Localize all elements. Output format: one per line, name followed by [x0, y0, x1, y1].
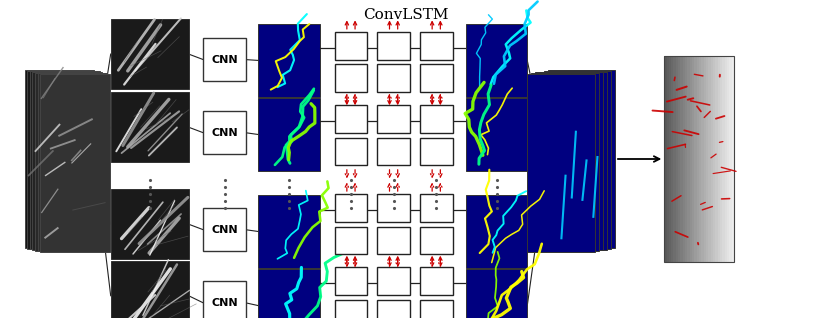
Bar	[689, 56, 692, 262]
Bar	[419, 267, 452, 295]
Bar	[334, 194, 367, 222]
Bar	[334, 300, 367, 318]
Bar	[705, 56, 708, 262]
Bar	[465, 24, 527, 97]
Bar	[377, 65, 410, 92]
Bar	[671, 56, 673, 262]
Bar	[663, 56, 667, 262]
Text: CNN: CNN	[211, 55, 238, 65]
Bar	[722, 56, 725, 262]
Bar	[111, 19, 188, 89]
Bar	[29, 71, 99, 249]
Bar	[719, 56, 722, 262]
Bar	[668, 56, 672, 262]
Bar	[724, 56, 727, 262]
Bar	[682, 56, 685, 262]
Bar	[419, 300, 452, 318]
Bar	[334, 105, 367, 133]
Bar	[111, 261, 188, 318]
Bar	[717, 56, 720, 262]
Bar	[377, 194, 410, 222]
Bar	[527, 74, 594, 252]
Bar	[539, 72, 606, 250]
Bar	[258, 24, 319, 97]
Bar	[334, 227, 367, 254]
Bar	[696, 56, 699, 262]
Bar	[111, 92, 188, 162]
Bar	[731, 56, 734, 262]
Bar	[33, 72, 102, 250]
Bar	[419, 65, 452, 92]
Bar	[203, 111, 246, 154]
Bar	[666, 56, 669, 262]
Bar	[703, 56, 706, 262]
Bar	[203, 281, 246, 318]
Bar	[258, 98, 319, 171]
Bar	[258, 195, 319, 268]
Bar	[708, 56, 711, 262]
Bar	[377, 105, 410, 133]
Bar	[714, 56, 717, 262]
Bar	[35, 73, 105, 251]
Bar	[334, 65, 367, 92]
Bar	[699, 56, 701, 262]
Bar	[334, 267, 367, 295]
Bar	[203, 208, 246, 251]
Bar	[710, 56, 713, 262]
Bar	[535, 72, 602, 251]
Bar	[531, 73, 598, 251]
Bar	[663, 56, 733, 262]
Bar	[465, 98, 527, 171]
Bar	[691, 56, 695, 262]
Bar	[334, 32, 367, 59]
Bar	[543, 71, 610, 249]
Bar	[377, 300, 410, 318]
Bar	[377, 32, 410, 59]
Bar	[672, 56, 676, 262]
Text: ConvLSTM: ConvLSTM	[363, 8, 448, 22]
Bar	[25, 70, 94, 248]
Text: CNN: CNN	[211, 298, 238, 308]
Bar	[700, 56, 704, 262]
Bar	[694, 56, 697, 262]
Bar	[40, 74, 110, 252]
Bar	[377, 267, 410, 295]
Bar	[675, 56, 678, 262]
Bar	[419, 32, 452, 59]
Bar	[726, 56, 729, 262]
Bar	[713, 56, 715, 262]
Bar	[38, 73, 107, 251]
Bar	[27, 71, 97, 249]
Bar	[377, 138, 410, 165]
Text: CNN: CNN	[211, 225, 238, 235]
Bar	[680, 56, 683, 262]
Bar	[203, 38, 246, 81]
Bar	[419, 138, 452, 165]
Bar	[685, 56, 687, 262]
Bar	[419, 194, 452, 222]
Bar	[334, 138, 367, 165]
Bar	[465, 269, 527, 318]
Bar	[377, 227, 410, 254]
Bar	[465, 195, 527, 268]
Bar	[419, 227, 452, 254]
Bar	[111, 189, 188, 259]
Bar	[258, 269, 319, 318]
Bar	[677, 56, 681, 262]
Bar	[419, 105, 452, 133]
Bar	[728, 56, 731, 262]
Text: CNN: CNN	[211, 128, 238, 138]
Bar	[686, 56, 690, 262]
Bar	[547, 70, 614, 248]
